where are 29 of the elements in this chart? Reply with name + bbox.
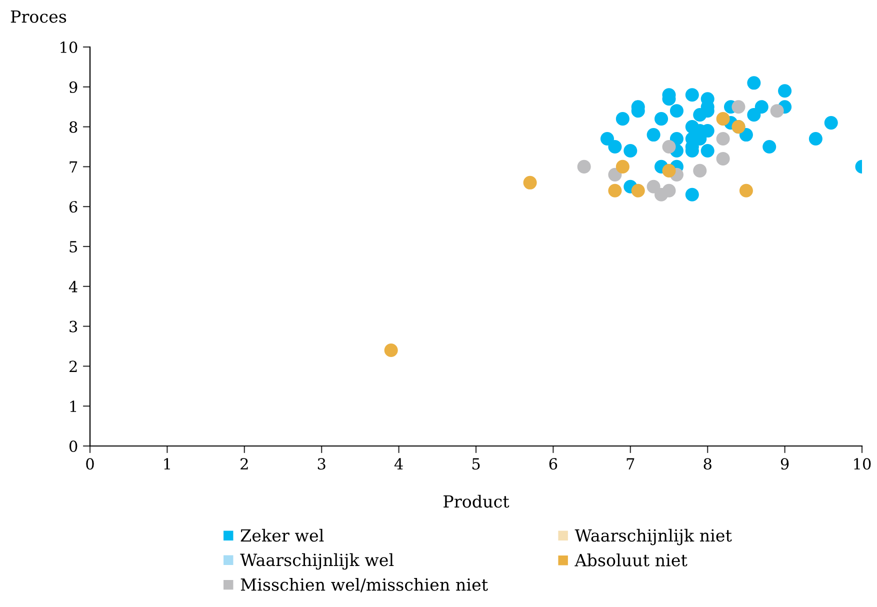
y-tick-label: 2 [70,360,77,372]
legend-label: Absoluut niet [574,554,688,566]
y-tick-label: 0 [69,440,78,452]
legend-label: Zeker wel [240,528,324,542]
y-tick-label: 4 [68,280,78,292]
y-tick-label: 10 [60,41,78,54]
y-tick-label: 8 [69,121,78,133]
x-tick-label: 7 [626,458,634,470]
x-axis-title: Product [444,494,510,508]
legend-label: Waarschijnlijk wel [240,553,394,570]
x-tick-label: 0 [86,458,94,470]
x-tick-label: 4 [394,458,403,470]
y-tick-label: 3 [70,320,78,332]
y-axis-title: Proces [10,10,66,23]
x-tick-label: 5 [472,458,480,470]
legend-label: Misschien wel/misschien niet [240,578,488,592]
x-tick-label: 3 [318,458,326,470]
x-tick-label: 10 [854,458,871,470]
y-tick-label: 5 [70,241,78,253]
x-tick-label: 1 [164,458,170,470]
y-tick-label: 6 [69,201,78,213]
y-tick-label: 7 [70,161,78,173]
x-tick-label: 9 [780,458,789,470]
legend-label: Waarschijnlijk niet [574,528,732,546]
y-tick-label: 9 [69,81,78,93]
x-tick-label: 6 [549,458,558,470]
x-tick-label: 8 [704,458,712,470]
x-tick-label: 2 [240,458,248,470]
y-tick-label: 1 [70,400,76,412]
